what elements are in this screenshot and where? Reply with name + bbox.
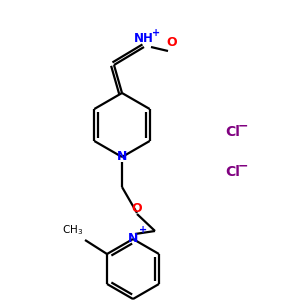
Text: −: − bbox=[238, 119, 248, 133]
Text: N: N bbox=[128, 232, 138, 244]
Text: CH$_3$: CH$_3$ bbox=[62, 223, 83, 237]
Text: Cl: Cl bbox=[225, 125, 240, 139]
Text: NH: NH bbox=[134, 32, 154, 45]
Text: N: N bbox=[117, 151, 127, 164]
Text: +: + bbox=[152, 28, 160, 38]
Text: O: O bbox=[132, 202, 142, 215]
Text: O: O bbox=[167, 36, 177, 49]
Text: −: − bbox=[238, 160, 248, 172]
Text: +: + bbox=[139, 225, 147, 235]
Text: Cl: Cl bbox=[225, 165, 240, 179]
